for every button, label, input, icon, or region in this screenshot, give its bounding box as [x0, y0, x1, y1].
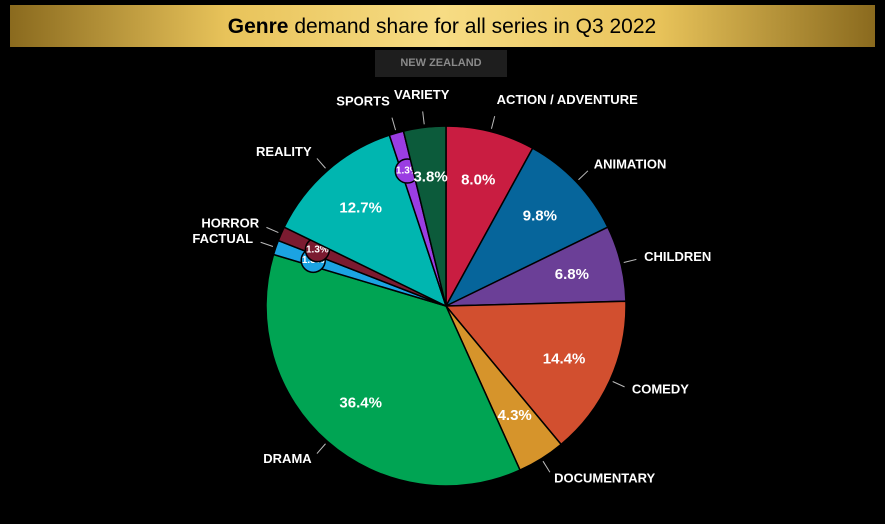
value-label: 9.8%	[523, 208, 557, 225]
value-label: 14.4%	[543, 350, 586, 367]
pie-slice	[444, 147, 609, 308]
leader-line	[266, 226, 279, 234]
category-label: HORROR	[201, 216, 259, 231]
category-label: DOCUMENTARY	[554, 470, 655, 485]
subtitle: NEW ZEALAND	[400, 57, 481, 69]
category-label: ACTION / ADVENTURE	[497, 92, 638, 107]
category-label: CHILDREN	[644, 249, 711, 264]
category-label: DRAMA	[263, 451, 312, 466]
value-label: 4.3%	[498, 407, 532, 424]
value-label: 1.3%	[396, 166, 419, 177]
leader-line	[422, 111, 425, 125]
leader-line	[316, 158, 326, 169]
category-label: VARIETY	[394, 87, 450, 102]
leader-line	[391, 117, 397, 131]
subtitle-box	[375, 50, 507, 77]
value-label: 12.7%	[339, 199, 382, 216]
title-banner	[10, 5, 875, 47]
pie-slice	[283, 134, 448, 308]
value-label: 36.4%	[339, 395, 382, 412]
leader-line	[612, 381, 625, 388]
category-label: SPORTS	[336, 93, 390, 108]
pie: PARROTANALYTICS8.0%ACTION / ADVENTURE9.8…	[192, 87, 711, 487]
value-label: 6.8%	[555, 266, 589, 283]
value-label: 1.3%	[306, 244, 329, 255]
category-label: FACTUAL	[192, 231, 253, 246]
category-label: ANIMATION	[594, 157, 667, 172]
value-label: 8.0%	[461, 171, 495, 188]
leader-line	[490, 116, 496, 129]
leader-line	[316, 443, 326, 454]
value-label: 3.8%	[413, 168, 447, 185]
category-label: REALITY	[256, 144, 312, 159]
pie-slice	[402, 125, 447, 307]
category-label: COMEDY	[632, 382, 689, 397]
chart-title: Genre demand share for all series in Q3 …	[228, 15, 656, 38]
leader-line	[578, 170, 589, 181]
title-rest: demand share for all series in Q3 2022	[294, 15, 656, 38]
pie-slice	[265, 253, 521, 487]
pie-slice	[445, 125, 534, 307]
leader-line	[542, 460, 551, 473]
title-bold: Genre	[228, 15, 289, 38]
leader-line	[260, 241, 274, 247]
pie-slice	[444, 300, 627, 446]
leader-line	[623, 258, 637, 263]
